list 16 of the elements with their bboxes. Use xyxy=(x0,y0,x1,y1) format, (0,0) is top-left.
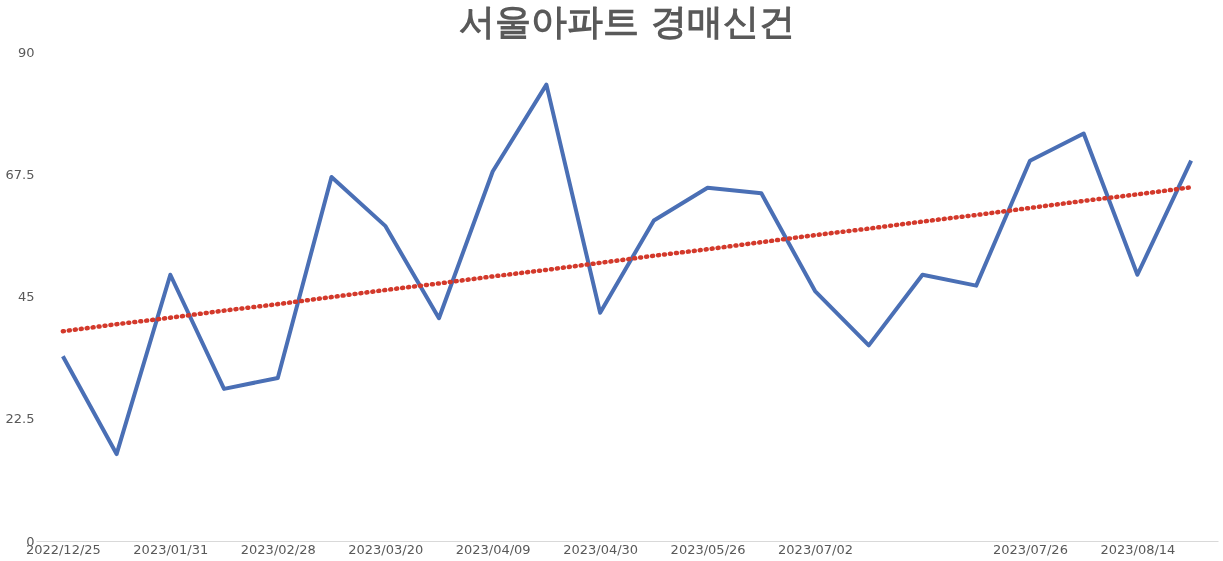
y-tick-label: 67.5 xyxy=(5,166,35,182)
y-tick-label: 45 xyxy=(17,289,35,304)
x-tick-label: 2023/03/20 xyxy=(348,541,424,557)
y-tick-label: 22.5 xyxy=(5,411,35,427)
line-series xyxy=(60,82,1194,457)
x-tick-label: 2023/01/31 xyxy=(133,541,209,557)
x-tick-label: 2023/07/26 xyxy=(992,541,1068,557)
line-series xyxy=(60,185,1194,334)
x-tick-label: 2023/05/26 xyxy=(670,541,746,557)
x-tick-label: 2023/07/02 xyxy=(778,541,854,557)
chart-title: 서울아파트 경매신건 xyxy=(458,1,796,42)
x-tick-label: 2023/08/14 xyxy=(1100,541,1176,557)
y-tick-label: 90 xyxy=(17,44,35,60)
x-tick-label: 2023/02/28 xyxy=(240,541,316,557)
x-tick-label: 2023/04/09 xyxy=(455,541,531,557)
x-tick-label: 2023/04/30 xyxy=(563,541,639,557)
